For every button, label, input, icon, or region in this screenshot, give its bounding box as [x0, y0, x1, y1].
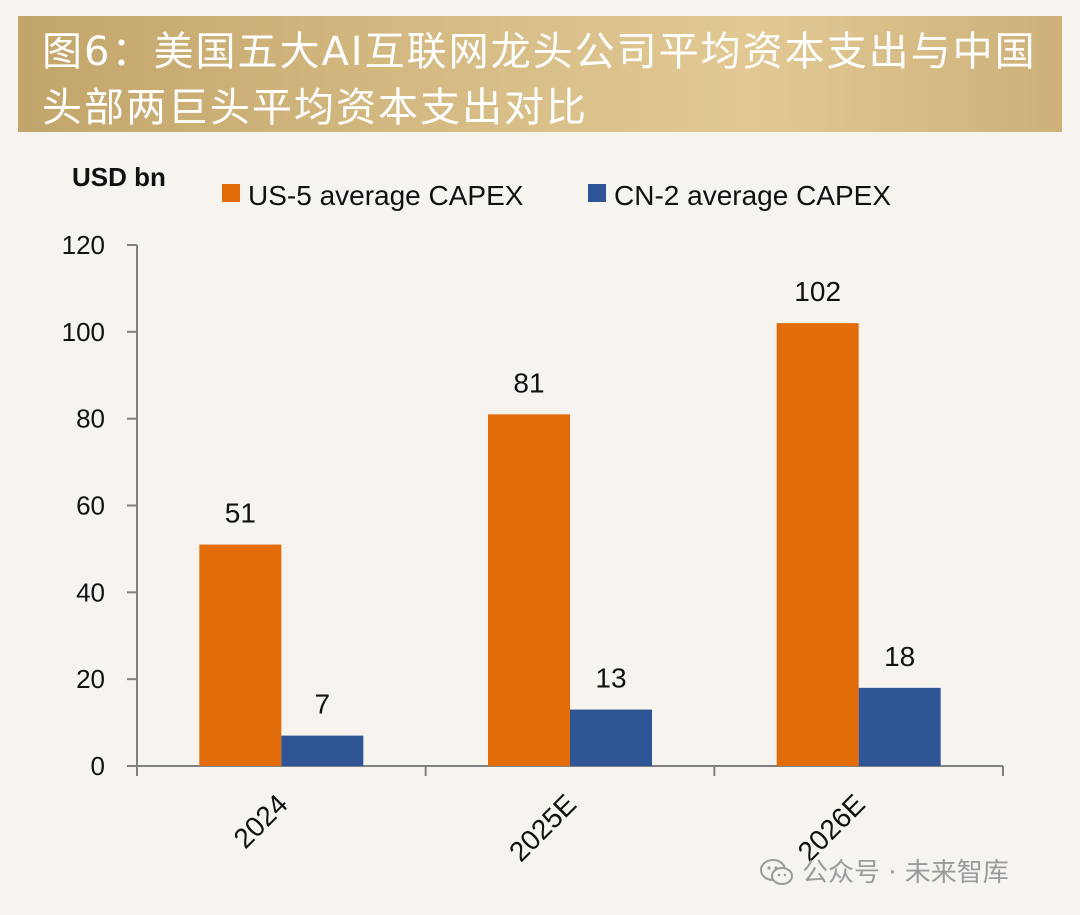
y-axis-label: USD bn	[72, 162, 166, 192]
chart-title: 图6：美国五大AI互联网龙头公司平均资本支出与中国头部两巨头平均资本支出对比	[42, 29, 1037, 131]
x-tick-label-2025E: 2025E	[503, 788, 582, 867]
y-tick-label: 100	[62, 317, 105, 347]
legend-swatch-us5	[222, 184, 240, 202]
legend-label-cn2: CN-2 average CAPEX	[614, 180, 891, 211]
data-label-us5-2025E: 81	[513, 367, 544, 398]
legend-swatch-cn2	[588, 184, 606, 202]
data-label-cn2-2025E: 13	[595, 663, 626, 694]
bar-cn2-2026E	[858, 687, 941, 766]
wechat-icon	[760, 859, 793, 885]
y-tick-label: 0	[91, 751, 105, 781]
data-label-cn2-2024: 7	[315, 689, 331, 720]
data-label-us5-2026E: 102	[794, 276, 841, 307]
data-label-cn2-2026E: 18	[884, 641, 915, 672]
watermark: 公众号 · 未来智库	[760, 856, 1060, 890]
title-banner: 图6：美国五大AI互联网龙头公司平均资本支出与中国头部两巨头平均资本支出对比	[18, 16, 1062, 132]
bar-us5-2024	[199, 544, 282, 766]
data-label-us5-2024: 51	[225, 498, 256, 529]
bar-cn2-2025E	[570, 709, 652, 766]
bar-us5-2025E	[488, 414, 570, 766]
bar-cn2-2024	[281, 735, 364, 766]
x-tick-label-2024: 2024	[228, 788, 294, 854]
y-tick-label: 20	[76, 664, 105, 694]
bar-us5-2026E	[776, 323, 859, 766]
watermark-text: 公众号 · 未来智库	[802, 858, 1009, 888]
y-tick-label: 80	[76, 404, 105, 434]
y-tick-label: 40	[76, 577, 105, 607]
y-tick-label: 60	[76, 491, 105, 521]
y-tick-label: 120	[62, 230, 105, 260]
legend-label-us5: US-5 average CAPEX	[248, 180, 524, 211]
